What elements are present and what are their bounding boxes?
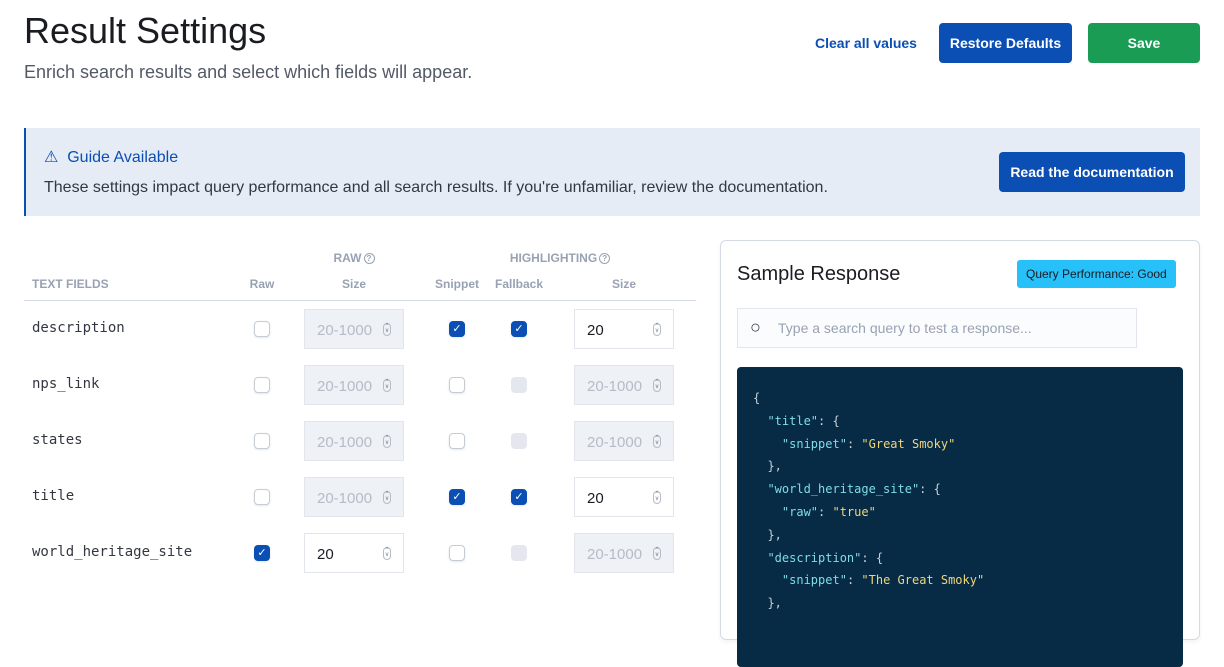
json-code-block: { "title": { "snippet": "Great Smoky" },…: [737, 367, 1183, 667]
json-key: "description": [767, 550, 862, 565]
col-text-fields: TEXT FIELDS: [32, 277, 109, 291]
col-raw: Raw: [249, 277, 275, 291]
stepper-icon[interactable]: ^ v: [653, 379, 661, 392]
clear-all-values-link[interactable]: Clear all values: [815, 35, 917, 51]
fallback-checkbox: [511, 433, 527, 449]
snippet-checkbox[interactable]: [449, 377, 465, 393]
raw-checkbox[interactable]: [254, 321, 270, 337]
raw-checkbox[interactable]: [254, 433, 270, 449]
page-subtitle: Enrich search results and select which f…: [24, 62, 473, 82]
stepper-icon[interactable]: ^ v: [383, 491, 391, 504]
json-key: "snippet": [781, 573, 847, 588]
code-line: "title": {: [767, 413, 840, 428]
help-icon[interactable]: ?: [599, 253, 611, 264]
stepper-icon[interactable]: ^ v: [383, 435, 391, 448]
highlight-size-input[interactable]: 20 ^ v: [574, 477, 674, 517]
raw-checkbox[interactable]: [254, 377, 270, 393]
json-key: "raw": [781, 504, 819, 519]
code-line: },: [753, 527, 782, 542]
stepper-icon[interactable]: ^ v: [653, 323, 661, 336]
snippet-checkbox[interactable]: [449, 545, 465, 561]
guide-callout: ⚠ Guide Available These settings impact …: [24, 128, 1200, 216]
raw-size-input: 20-1000 ^ v: [304, 477, 404, 517]
raw-checkbox[interactable]: [254, 489, 270, 505]
stepper-icon[interactable]: ^ v: [653, 435, 661, 448]
fallback-checkbox: [511, 545, 527, 561]
highlight-size-input: 20-1000 ^ v: [574, 365, 674, 405]
code-line: "raw": "true": [781, 504, 876, 519]
highlight-size-input: 20-1000 ^ v: [574, 533, 674, 573]
code-line: },: [753, 459, 782, 474]
callout-title: ⚠ Guide Available: [44, 147, 178, 167]
callout-text: These settings impact query performance …: [44, 179, 828, 196]
raw-group-label: RAW: [333, 251, 362, 265]
stepper-icon[interactable]: ^ v: [383, 547, 391, 560]
query-performance-badge: Query Performance: Good: [1017, 260, 1176, 288]
snippet-checkbox[interactable]: ✓: [449, 321, 465, 337]
json-value: "Great Smoky": [861, 436, 956, 451]
raw-size-input: 20-1000 ^ v: [304, 365, 404, 405]
raw-size-input: 20-1000 ^ v: [304, 309, 404, 349]
stepper-icon[interactable]: ^ v: [383, 379, 391, 392]
raw-group-header: RAW?: [304, 251, 404, 265]
col-raw-size: Size: [341, 277, 366, 291]
search-icon: ○: [750, 317, 761, 337]
code-line: },: [753, 596, 782, 611]
stepper-icon[interactable]: ^ v: [653, 491, 661, 504]
snippet-checkbox[interactable]: ✓: [449, 489, 465, 505]
callout-title-text: Guide Available: [67, 149, 179, 166]
stepper-icon[interactable]: ^ v: [383, 323, 391, 336]
raw-size-input[interactable]: 20 ^ v: [304, 533, 404, 573]
raw-checkbox[interactable]: ✓: [254, 545, 270, 561]
sample-response-panel: Sample Response Query Performance: Good …: [720, 240, 1200, 667]
header-divider: [24, 300, 696, 301]
json-value: "true": [832, 504, 876, 519]
highlight-size-input[interactable]: 20 ^ v: [574, 309, 674, 349]
json-value: "The Great Smoky": [861, 573, 985, 588]
code-line: "world_heritage_site": {: [767, 482, 941, 497]
json-key: "world_heritage_site": [767, 482, 920, 497]
code-line: "snippet": "Great Smoky": [781, 436, 956, 451]
search-input[interactable]: ○ Type a search query to test a response…: [737, 308, 1137, 348]
warning-icon: ⚠: [44, 149, 59, 166]
json-key: "snippet": [781, 436, 847, 451]
help-icon[interactable]: ?: [363, 253, 375, 264]
fallback-checkbox[interactable]: ✓: [511, 489, 527, 505]
col-hl-size: Size: [611, 277, 636, 291]
code-line: "description": {: [767, 550, 884, 565]
field-name: title: [32, 488, 75, 504]
read-documentation-button[interactable]: Read the documentation: [999, 152, 1185, 192]
raw-size-input: 20-1000 ^ v: [304, 421, 404, 461]
save-button[interactable]: Save: [1088, 23, 1200, 63]
stepper-icon[interactable]: ^ v: [653, 547, 661, 560]
restore-defaults-button[interactable]: Restore Defaults: [939, 23, 1072, 63]
code-line: "snippet": "The Great Smoky": [781, 573, 985, 588]
page-title: Result Settings: [24, 10, 267, 51]
search-placeholder: Type a search query to test a response..…: [778, 320, 1032, 336]
highlight-size-input: 20-1000 ^ v: [574, 421, 674, 461]
highlighting-group-header: HIGHLIGHTING?: [480, 251, 640, 265]
col-snippet: Snippet: [435, 277, 479, 291]
field-name: world_heritage_site: [32, 544, 193, 560]
field-name: states: [32, 432, 83, 448]
sample-response-title: Sample Response: [737, 263, 901, 285]
col-fallback: Fallback: [494, 277, 544, 291]
code-line: {: [753, 391, 761, 405]
fallback-checkbox[interactable]: ✓: [511, 321, 527, 337]
highlighting-group-label: HIGHLIGHTING: [509, 251, 598, 265]
snippet-checkbox[interactable]: [449, 433, 465, 449]
json-key: "title": [767, 413, 819, 428]
field-name: nps_link: [32, 376, 100, 392]
field-name: description: [32, 320, 125, 336]
fallback-checkbox: [511, 377, 527, 393]
